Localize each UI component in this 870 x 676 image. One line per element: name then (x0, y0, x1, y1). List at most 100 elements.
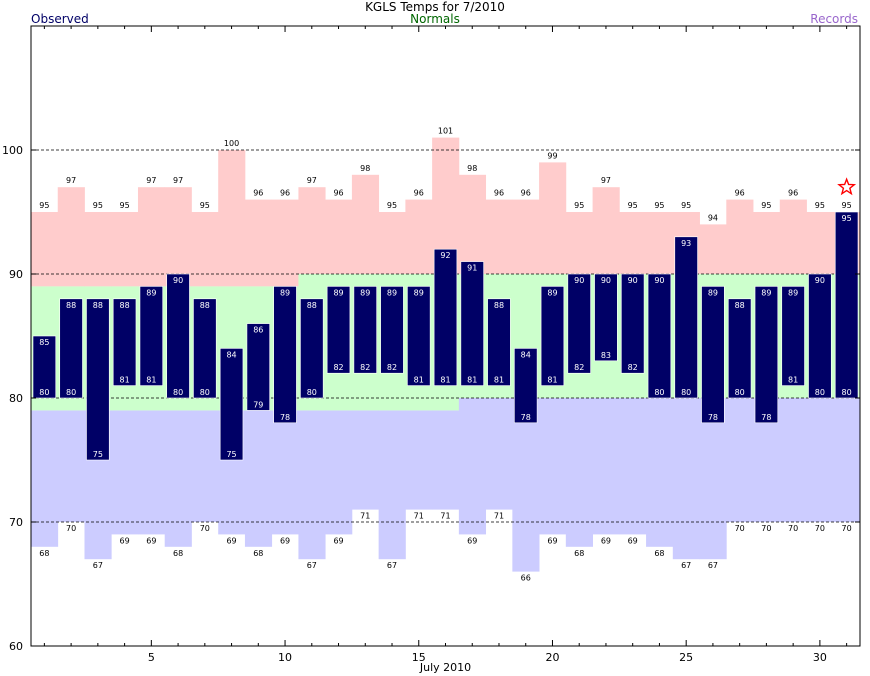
record-high-range-bar (111, 212, 139, 287)
observed-high-label: 90 (173, 276, 183, 285)
record-high-label: 97 (146, 176, 156, 185)
observed-high-label: 89 (387, 288, 397, 297)
record-low-label: 70 (842, 524, 852, 533)
observed-low-label: 80 (654, 388, 664, 397)
record-high-range-bar (779, 199, 807, 274)
record-low-range-bar (378, 410, 406, 560)
record-low-label: 68 (654, 549, 664, 558)
record-low-range-bar (111, 410, 139, 535)
observed-high-label: 90 (654, 276, 664, 285)
y-tick-label: 100 (2, 144, 23, 157)
record-low-label: 70 (815, 524, 825, 533)
record-set-star-icon (837, 177, 857, 196)
record-high-range-bar (592, 187, 620, 274)
record-high-label: 95 (842, 201, 852, 210)
record-low-range-bar (325, 410, 353, 535)
observed-low-label: 80 (39, 388, 49, 397)
record-low-range-bar (539, 398, 567, 535)
record-low-label: 67 (93, 561, 103, 570)
observed-low-label: 80 (681, 388, 691, 397)
y-tick-label: 90 (9, 268, 23, 281)
x-tick-label: 5 (148, 651, 155, 664)
record-high-range-bar (31, 212, 59, 287)
record-high-label: 96 (253, 189, 263, 198)
record-high-label: 96 (333, 189, 343, 198)
record-low-label: 69 (467, 536, 477, 545)
record-low-label: 71 (440, 512, 450, 521)
observed-bar (674, 236, 698, 399)
record-high-label: 98 (467, 164, 477, 173)
observed-low-label: 78 (521, 413, 531, 422)
observed-low-label: 75 (226, 450, 236, 459)
record-low-label: 68 (253, 549, 263, 558)
x-tick-label: 25 (679, 651, 693, 664)
record-high-range-bar (753, 212, 781, 274)
record-low-range-bar (699, 398, 727, 560)
observed-low-label: 81 (120, 376, 130, 385)
observed-high-label: 88 (200, 301, 210, 310)
record-low-range-bar (619, 398, 647, 535)
record-low-label: 66 (521, 574, 531, 583)
observed-high-label: 90 (815, 276, 825, 285)
observed-high-label: 89 (788, 288, 798, 297)
x-tick-label: 15 (412, 651, 426, 664)
y-tick-label: 80 (9, 392, 23, 405)
record-high-range-bar (619, 212, 647, 274)
observed-high-label: 88 (120, 301, 130, 310)
observed-low-label: 81 (788, 376, 798, 385)
record-low-range-bar (806, 398, 834, 522)
observed-bar (166, 273, 190, 399)
observed-high-label: 93 (681, 239, 691, 248)
record-high-label: 95 (628, 201, 638, 210)
observed-bar (139, 286, 164, 386)
y-tick-label: 60 (9, 640, 23, 653)
record-high-label: 97 (173, 176, 183, 185)
record-high-label: 95 (120, 201, 130, 210)
observed-high-label: 89 (547, 288, 557, 297)
record-low-label: 68 (574, 549, 584, 558)
record-low-label: 67 (708, 561, 718, 570)
record-high-range-bar (726, 199, 754, 274)
observed-low-label: 82 (333, 363, 343, 372)
record-low-range-bar (672, 398, 700, 560)
record-high-range-bar (699, 224, 727, 274)
observed-high-label: 89 (414, 288, 424, 297)
record-high-label: 96 (521, 189, 531, 198)
observed-high-label: 88 (66, 301, 76, 310)
observed-bar (567, 273, 591, 374)
record-low-range-bar (405, 410, 433, 510)
observed-high-label: 89 (708, 288, 718, 297)
record-low-range-bar (57, 410, 85, 522)
record-high-range-bar (405, 199, 433, 274)
observed-low-label: 80 (307, 388, 317, 397)
record-high-range-bar (298, 187, 326, 274)
record-low-label: 67 (681, 561, 691, 570)
record-low-label: 69 (333, 536, 343, 545)
record-low-label: 67 (387, 561, 397, 570)
record-low-range-bar (512, 398, 540, 572)
record-high-range-bar (244, 199, 273, 287)
observed-bar (647, 273, 672, 399)
record-high-range-bar (84, 212, 112, 287)
observed-low-label: 80 (66, 388, 76, 397)
record-high-label: 98 (360, 164, 370, 173)
record-low-range-bar (351, 410, 380, 510)
observed-bar (834, 211, 859, 399)
observed-bar (32, 335, 57, 399)
record-low-label: 68 (173, 549, 183, 558)
x-tick-label: 10 (278, 651, 292, 664)
record-high-label: 96 (735, 189, 745, 198)
observed-low-label: 82 (360, 363, 370, 372)
x-axis-title: July 2010 (419, 661, 471, 674)
record-high-label: 96 (280, 189, 290, 198)
record-low-label: 69 (226, 536, 236, 545)
observed-high-label: 92 (440, 251, 450, 260)
observed-bar (701, 286, 725, 424)
record-low-label: 69 (120, 536, 130, 545)
observed-high-label: 95 (842, 214, 852, 223)
record-low-range-bar (298, 410, 326, 560)
observed-high-label: 90 (601, 276, 611, 285)
record-high-range-bar (57, 187, 85, 287)
y-tick-label: 70 (9, 516, 23, 529)
record-low-range-bar (137, 410, 166, 535)
